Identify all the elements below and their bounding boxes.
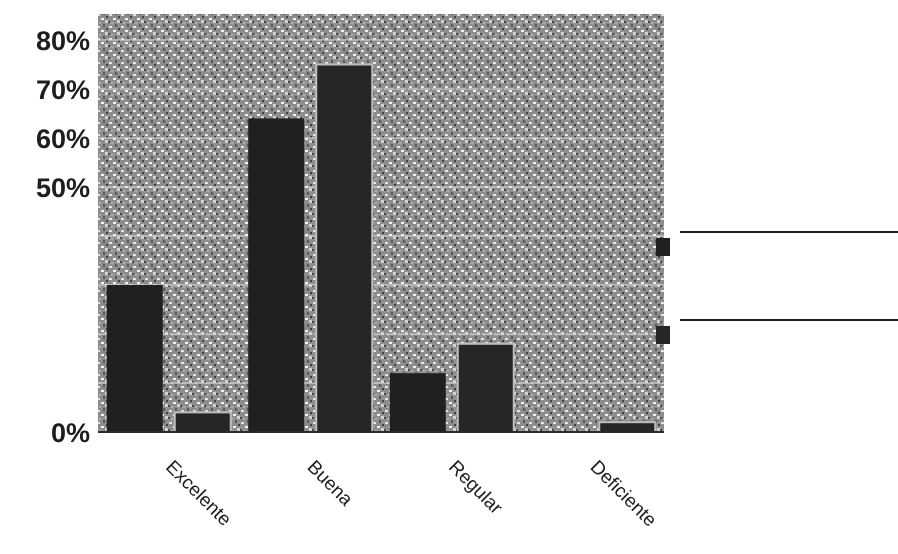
x-category-label: Deficiente — [586, 457, 661, 532]
bar-buena-s1 — [248, 118, 305, 433]
bar-deficiente-s2 — [598, 421, 657, 434]
y-tick-label: 50% — [36, 173, 90, 203]
bar-excelente-s1 — [106, 285, 163, 432]
y-tick-label: 0% — [51, 418, 90, 448]
y-tick-label: 80% — [36, 26, 90, 56]
bar-regular-s1 — [389, 373, 446, 432]
y-tick-label: 70% — [36, 75, 90, 105]
x-category-label: Buena — [303, 457, 357, 511]
bar-regular-s2 — [456, 342, 515, 433]
legend-swatch-s1 — [656, 238, 670, 256]
bar-excelente-s2 — [173, 411, 232, 433]
x-category-label: Regular — [444, 457, 506, 519]
legend-swatch-s2 — [656, 326, 670, 344]
x-category-label: Excelente — [161, 457, 235, 531]
plot-area — [98, 14, 664, 432]
bar-buena-s2 — [315, 63, 374, 433]
y-tick-label: 60% — [36, 124, 90, 154]
